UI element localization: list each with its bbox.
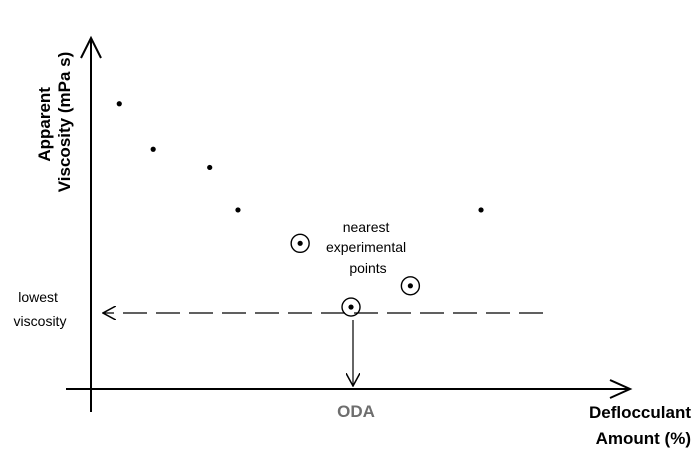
data-point-ring-5: [290, 233, 310, 254]
lowest-viscosity-label-line-1: lowest: [18, 289, 58, 305]
x-axis-title-line-2: Amount (%): [596, 429, 691, 448]
x-tick-label-oda: ODA: [337, 402, 375, 421]
nearest-points-label: nearest experimental points: [326, 219, 410, 276]
x-axis-arrowhead: [609, 379, 633, 399]
nearest-points-label-line-2: experimental: [326, 239, 406, 255]
data-point-3: [207, 164, 213, 171]
data-point-7: [407, 283, 413, 289]
data-point-5: [297, 240, 303, 246]
nearest-points-label-line-3: points: [349, 260, 386, 276]
data-point-1: [116, 101, 122, 107]
y-axis-title-line-1: Apparent: [35, 87, 54, 162]
data-point-6: [348, 304, 354, 310]
y-axis-title-line-2: Viscosity (mPa s): [55, 52, 74, 192]
data-points: [116, 101, 484, 317]
y-axis-arrowhead: [80, 35, 102, 59]
data-point-2: [150, 146, 156, 152]
data-point-4: [235, 207, 241, 213]
data-point-ring-6: [341, 297, 361, 317]
data-point-8: [478, 207, 484, 213]
lowest-viscosity-label: lowest viscosity: [14, 289, 67, 329]
nearest-points-label-line-1: nearest: [343, 219, 390, 235]
y-axis-title: Apparent Viscosity (mPa s): [35, 52, 74, 192]
data-point-ring-7: [400, 276, 421, 296]
lowest-viscosity-label-line-2: viscosity: [14, 313, 67, 329]
x-axis-title-line-1: Deflocculant: [589, 403, 691, 422]
